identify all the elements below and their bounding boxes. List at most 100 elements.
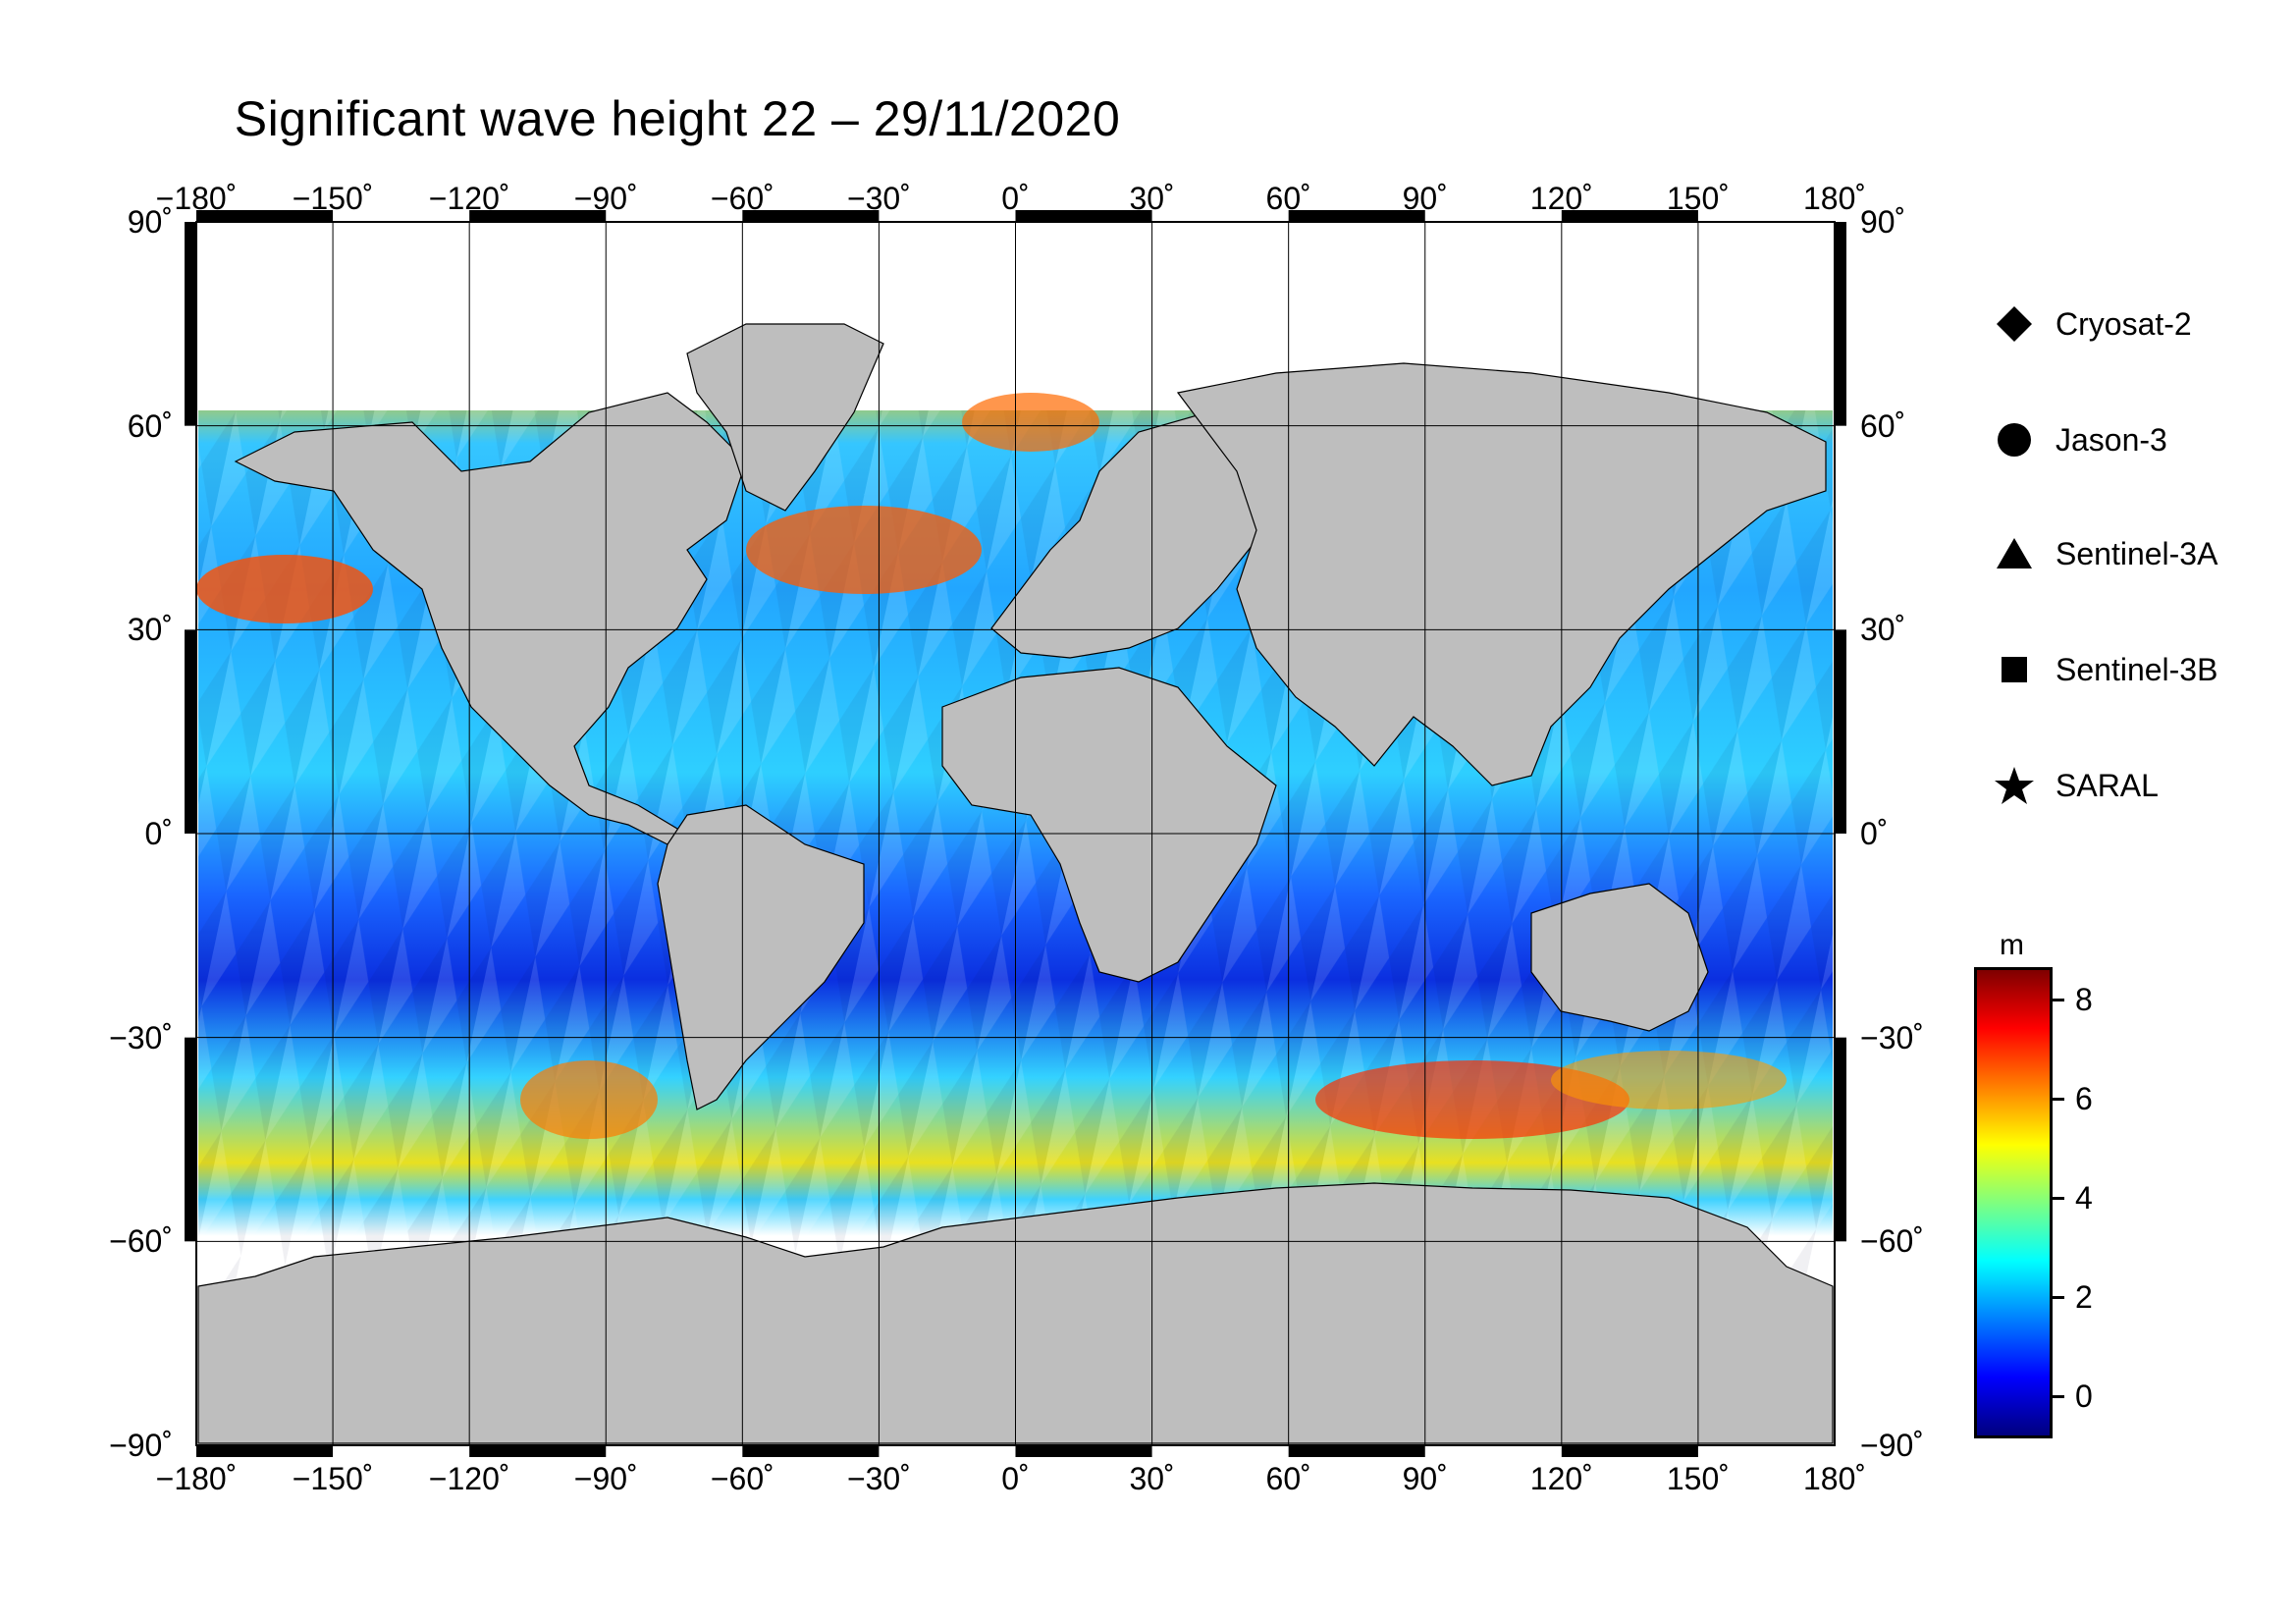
colorbar-tickmark: [2053, 999, 2064, 1002]
tick-label: −30˚: [846, 1461, 911, 1496]
colorbar-tick-label: 2: [2075, 1278, 2093, 1315]
tick-label: −120˚: [428, 181, 510, 216]
tick-label: 90˚: [127, 204, 173, 240]
tick-label: −150˚: [292, 181, 374, 216]
colorbar: [1974, 967, 2053, 1438]
africa: [941, 667, 1277, 983]
square-icon: [2002, 657, 2027, 682]
frame-bar: [469, 1445, 607, 1457]
colorbar-unit: m: [2000, 929, 2024, 961]
frame-bar: [469, 210, 607, 222]
south-america: [657, 804, 865, 1110]
legend-label: Sentinel-3A: [2056, 535, 2218, 571]
tick-label: 60˚: [1265, 181, 1311, 216]
tick-label: −90˚: [573, 181, 638, 216]
tick-label: 90˚: [1402, 181, 1448, 216]
colorbar-tickmark: [2053, 1098, 2064, 1102]
star-icon: [1995, 767, 2034, 804]
tick-label: 60˚: [127, 407, 173, 444]
tick-label: −30˚: [1860, 1019, 1924, 1055]
colorbar-tick-label: 4: [2075, 1179, 2093, 1216]
frame-bar: [1015, 1445, 1152, 1457]
high-waves-north-atlantic: [746, 506, 982, 594]
tick-label: −180˚: [155, 1461, 238, 1496]
colorbar-tickmark: [2053, 1196, 2064, 1200]
colorbar-tick-label: 8: [2075, 982, 2093, 1018]
tick-label: −90˚: [109, 1428, 173, 1463]
frame-scale-bars: [185, 210, 1846, 1457]
frame-bar: [1835, 629, 1846, 834]
high-waves-norwegian-sea: [962, 393, 1099, 452]
frame-bar: [1835, 222, 1846, 426]
tick-label: −150˚: [292, 1461, 374, 1496]
tick-label: 0˚: [1001, 181, 1030, 216]
frame-bar: [1288, 1445, 1425, 1457]
tick-label: 30˚: [127, 612, 173, 648]
tick-label: 150˚: [1666, 1461, 1730, 1496]
frame-bar: [1561, 1445, 1698, 1457]
tick-label: 120˚: [1529, 181, 1593, 216]
colorbar-tick-label: 6: [2075, 1081, 2093, 1117]
legend-item-sentinel-3b: Sentinel-3B: [1993, 640, 2217, 699]
legend-label: Jason-3: [2056, 421, 2167, 458]
frame-bar: [196, 1445, 334, 1457]
legend-label: Cryosat-2: [2056, 305, 2192, 342]
colorbar-tickmark: [2053, 1394, 2064, 1398]
tick-label: 60˚: [1265, 1461, 1311, 1496]
tick-label: 90˚: [1860, 204, 1906, 240]
colorbar-tick-label: 0: [2075, 1378, 2093, 1414]
frame-bar: [185, 1037, 196, 1242]
tick-label: 0˚: [144, 816, 173, 851]
frame-bar: [1561, 210, 1698, 222]
frame-bar: [185, 222, 196, 426]
tick-label: 180˚: [1802, 181, 1867, 216]
tick-label: 30˚: [1860, 612, 1906, 648]
tick-label: 60˚: [1860, 407, 1906, 444]
legend-label: SARAL: [2056, 767, 2159, 803]
frame-bar: [1015, 210, 1152, 222]
tick-label: −120˚: [428, 1461, 510, 1496]
tick-label: −90˚: [1860, 1428, 1924, 1463]
tick-label: 30˚: [1129, 1461, 1175, 1496]
tick-label: 0˚: [1860, 816, 1889, 851]
frame-bar: [1288, 210, 1425, 222]
australia: [1530, 883, 1709, 1032]
land-masses: [197, 323, 1834, 1444]
tick-label: −90˚: [573, 1461, 638, 1496]
legend-item-sentinel-3a: Sentinel-3A: [1993, 524, 2217, 583]
tick-label: −60˚: [710, 1461, 774, 1496]
map-frame: [185, 210, 1846, 1457]
asia: [1176, 362, 1827, 786]
legend-item-jason-3: Jason-3: [1993, 410, 2167, 469]
frame-bar: [742, 1445, 880, 1457]
tick-label: −60˚: [710, 181, 774, 216]
circle-icon: [1998, 423, 2031, 457]
tick-label: 90˚: [1402, 1461, 1448, 1496]
legend-label: Sentinel-3B: [2056, 651, 2218, 687]
tick-label: −30˚: [846, 181, 911, 216]
greenland: [686, 323, 884, 512]
tick-label: 120˚: [1529, 1461, 1593, 1496]
tick-label: 30˚: [1129, 181, 1175, 216]
north-america: [234, 392, 747, 845]
tick-label: −60˚: [109, 1223, 173, 1260]
legend-item-saral: SARAL: [1993, 756, 2159, 815]
tick-label: 180˚: [1802, 1461, 1867, 1496]
high-waves-south-of-australia: [1551, 1051, 1787, 1109]
high-waves-southeast-pacific: [520, 1060, 658, 1139]
tick-label: −30˚: [109, 1019, 173, 1055]
diamond-icon: [1997, 306, 2032, 342]
legend-item-cryosat-2: Cryosat-2: [1993, 295, 2192, 353]
frame-bar: [185, 629, 196, 834]
frame-bar: [742, 210, 880, 222]
colorbar-tickmark: [2053, 1295, 2064, 1299]
tick-label: −60˚: [1860, 1223, 1924, 1260]
tick-label: −180˚: [155, 181, 238, 216]
tick-label: 0˚: [1001, 1461, 1030, 1496]
frame-bar: [1835, 1037, 1846, 1242]
map-title: Significant wave height 22 – 29/11/2020: [234, 91, 1121, 146]
frame-bar: [196, 210, 334, 222]
tick-label: 150˚: [1666, 181, 1730, 216]
triangle-icon: [1997, 538, 2032, 568]
